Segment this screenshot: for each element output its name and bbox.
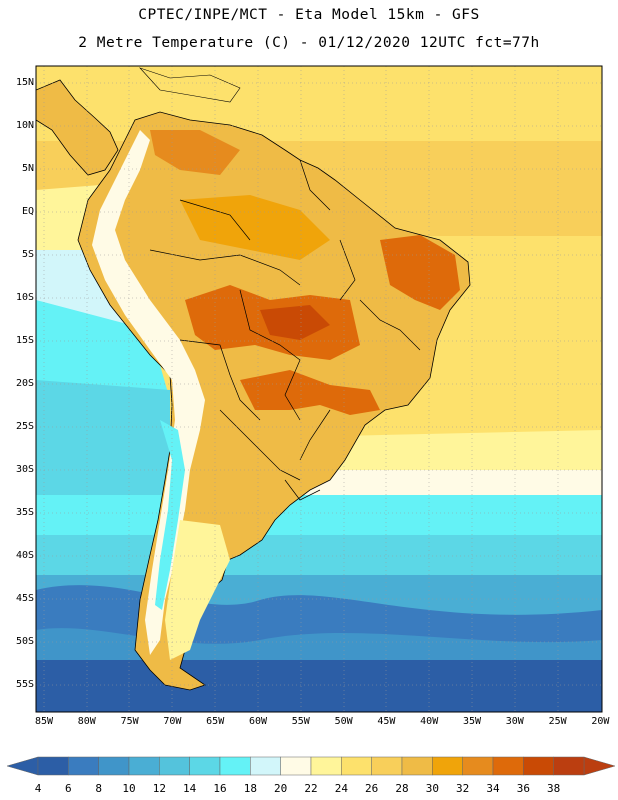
lon-label: 30W xyxy=(505,716,524,727)
colorbar-tick-label: 4 xyxy=(34,782,42,795)
colorbar-cell xyxy=(219,756,251,776)
lat-label: 30S xyxy=(15,464,34,475)
colorbar-tick-label: 10 xyxy=(122,782,136,795)
ocean-band-north xyxy=(36,66,602,141)
country-borders xyxy=(149,159,421,501)
lat-label: 10S xyxy=(15,292,34,303)
colorbar-cell xyxy=(159,756,190,776)
colorbar-cell xyxy=(280,756,312,776)
lon-label: 85W xyxy=(34,716,54,727)
map-frame xyxy=(35,65,603,713)
colorbar-tick-label: 26 xyxy=(365,782,379,795)
colorbar-cell xyxy=(401,756,433,776)
colorbar-cell xyxy=(341,756,372,776)
lat-label: 5S xyxy=(21,249,34,260)
ocean-band-south1 xyxy=(36,495,602,535)
colorbar-arrow-left xyxy=(6,756,39,776)
pacific-band-cold2 xyxy=(36,380,170,500)
lat-label: 15N xyxy=(15,77,34,88)
hot-zone-northeast xyxy=(380,235,460,310)
temperature-field xyxy=(36,66,602,712)
lon-label: 45W xyxy=(377,716,396,727)
andes-cold-core xyxy=(155,420,185,610)
lon-label: 75W xyxy=(120,716,139,727)
lat-label: 15S xyxy=(15,335,34,346)
map-title-line1: CPTEC/INPE/MCT - Eta Model 15km - GFS xyxy=(138,7,480,23)
caribbean-islands xyxy=(139,67,241,103)
lat-label: 5N xyxy=(21,163,34,174)
colorbar-tick-label: 24 xyxy=(334,782,348,795)
colorbar-tick-label: 16 xyxy=(213,782,227,795)
colorbar-tick-label: 22 xyxy=(304,782,318,795)
lat-label: 10N xyxy=(15,120,34,131)
hot-zone-south xyxy=(240,370,380,415)
lat-label: 40S xyxy=(15,550,34,561)
map-title-line2: 2 Metre Temperature (C) - 01/12/2020 12U… xyxy=(78,35,540,51)
lat-label: 25S xyxy=(15,421,34,432)
lon-label: 20W xyxy=(591,716,610,727)
lat-label: 55S xyxy=(15,679,34,690)
lon-label: 70W xyxy=(163,716,182,727)
colorbar-cell xyxy=(250,756,281,776)
lon-label: 50W xyxy=(334,716,353,727)
colorbar-cell xyxy=(189,756,221,776)
colorbar-tick-label: 34 xyxy=(486,782,500,795)
lat-label: 45S xyxy=(15,593,34,604)
colorbar-tick-label: 20 xyxy=(274,782,288,795)
colorbar-cell xyxy=(68,756,99,776)
lon-label: 80W xyxy=(77,716,96,727)
lat-label: 20S xyxy=(15,378,34,389)
colorbar-cell xyxy=(98,756,130,776)
central-america-land xyxy=(36,79,119,176)
colorbar-cell xyxy=(37,756,69,776)
very-hot-zone xyxy=(260,305,330,340)
colorbar-tick-label: 12 xyxy=(152,782,166,795)
colorbar xyxy=(6,756,616,776)
colorbar-cell xyxy=(553,756,585,776)
colorbar-cell xyxy=(310,756,342,776)
warm-zone-north xyxy=(150,130,240,175)
colorbar-cell xyxy=(128,756,160,776)
ocean-band-south5 xyxy=(36,660,602,712)
lon-label: 40W xyxy=(420,716,439,727)
ocean-band-south2 xyxy=(36,535,602,575)
colorbar-cell xyxy=(432,756,463,776)
lon-label: 60W xyxy=(248,716,268,727)
colorbar-cell xyxy=(523,756,554,776)
lat-label: 50S xyxy=(15,636,34,647)
lon-label: 35W xyxy=(462,716,482,727)
pacific-band-cold1 xyxy=(36,300,170,400)
lat-label: 35S xyxy=(15,507,34,518)
colorbar-tick-label: 8 xyxy=(95,782,102,795)
colorbar-arrow-right xyxy=(583,756,616,776)
colorbar-cell xyxy=(492,756,524,776)
atlantic-band-mid xyxy=(330,430,602,480)
lon-label: 65W xyxy=(206,716,225,727)
colorbar-cell xyxy=(371,756,403,776)
patagonia-zone xyxy=(165,520,230,660)
colorbar-cell xyxy=(462,756,494,776)
colorbar-tick-label: 38 xyxy=(547,782,561,795)
colorbar-tick-label: 36 xyxy=(516,782,530,795)
lon-label: 25W xyxy=(548,716,567,727)
colorbar-tick-label: 18 xyxy=(243,782,257,795)
colorbar-tick-label: 32 xyxy=(456,782,470,795)
colorbar-tick-label: 28 xyxy=(395,782,409,795)
colorbar-tick-label: 6 xyxy=(65,782,72,795)
lat-label: EQ xyxy=(21,206,34,217)
colorbar-tick-label: 30 xyxy=(425,782,439,795)
lon-label: 55W xyxy=(291,716,310,727)
colorbar-tick-label: 14 xyxy=(183,782,197,795)
